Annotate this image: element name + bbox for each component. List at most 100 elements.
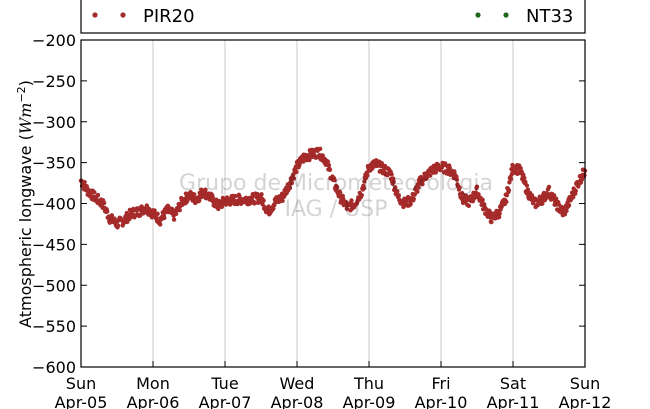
y-tick-label: −400 <box>32 195 76 214</box>
data-point <box>101 200 107 206</box>
y-axis-label-close: ) <box>16 80 35 86</box>
data-point <box>459 190 465 196</box>
x-tick-date: Apr-11 <box>487 393 540 409</box>
y-tick-label: −250 <box>32 72 76 91</box>
x-tick-date: Apr-07 <box>199 393 252 409</box>
data-point <box>518 166 523 171</box>
data-point <box>203 187 208 192</box>
x-tick-date: Apr-10 <box>415 393 468 409</box>
y-tick-label: −600 <box>32 358 76 377</box>
y-axis-label-exp: −2 <box>15 86 28 102</box>
y-axis-label-text: Atmospheric longwave ( <box>16 134 35 328</box>
data-point <box>326 162 332 168</box>
data-point <box>191 192 197 197</box>
data-point <box>362 179 367 184</box>
data-point <box>127 217 132 222</box>
x-tick-date: Apr-05 <box>55 393 108 409</box>
data-point <box>389 172 394 177</box>
legend-marker-nt33-2 <box>503 12 509 18</box>
data-point <box>109 213 115 218</box>
data-point <box>115 223 121 228</box>
data-point <box>504 199 509 205</box>
data-point <box>457 185 462 190</box>
data-point <box>349 198 354 203</box>
data-point <box>496 214 502 220</box>
data-point <box>499 204 504 209</box>
data-point <box>112 216 117 221</box>
data-point <box>327 167 333 173</box>
y-tick-label: −450 <box>32 235 76 254</box>
data-point <box>523 179 528 185</box>
data-point <box>287 185 292 191</box>
data-point <box>497 211 502 216</box>
data-point <box>261 198 266 203</box>
data-point <box>216 206 221 212</box>
legend-marker-pir20-1 <box>92 12 98 18</box>
x-tick-day: Sun <box>570 374 600 393</box>
data-point <box>391 179 396 184</box>
data-point <box>155 211 160 216</box>
y-tick-label: −300 <box>32 113 76 132</box>
data-point <box>294 169 299 175</box>
data-point <box>338 190 343 195</box>
y-axis-label-unit: Wm <box>16 103 35 135</box>
data-point <box>535 203 540 208</box>
data-point <box>177 208 182 213</box>
data-point <box>524 183 530 188</box>
data-point <box>210 194 215 200</box>
data-point <box>508 176 514 182</box>
y-tick-label: −350 <box>32 154 76 173</box>
data-point <box>395 189 400 194</box>
data-point <box>162 215 167 221</box>
x-tick-day: Tue <box>210 374 238 393</box>
x-tick-day: Mon <box>136 374 170 393</box>
data-point <box>154 215 159 221</box>
legend-marker-pir20-2 <box>120 12 126 18</box>
y-axis-label: Atmospheric longwave (Wm−2) <box>15 80 36 328</box>
data-point <box>466 203 471 209</box>
data-point <box>579 177 585 182</box>
x-tick-day: Thu <box>353 374 384 393</box>
x-tick-date: Apr-12 <box>559 393 612 409</box>
data-point <box>173 211 179 217</box>
data-point <box>411 196 416 202</box>
data-point <box>332 178 337 183</box>
legend-label-nt33: NT33 <box>526 6 573 27</box>
x-tick-date: Apr-08 <box>271 393 324 409</box>
data-points <box>78 146 588 230</box>
legend-box <box>80 0 586 34</box>
data-point <box>334 184 340 190</box>
data-point <box>554 196 559 201</box>
data-point <box>408 201 413 207</box>
data-point <box>317 146 323 152</box>
y-tick-label: −550 <box>32 317 76 336</box>
data-point <box>280 198 285 204</box>
data-point <box>365 173 370 178</box>
data-point <box>476 192 481 197</box>
legend-marker-nt33-1 <box>475 12 481 18</box>
data-point <box>325 159 331 164</box>
data-point <box>546 184 552 190</box>
data-point <box>522 175 527 181</box>
data-point <box>219 204 225 209</box>
y-axis: −200 −250 −300 −350 −400 −450 −500 −550 −600 <box>32 31 585 377</box>
data-point <box>566 203 572 208</box>
data-point <box>144 203 150 208</box>
data-point <box>564 208 569 214</box>
data-point <box>158 222 163 227</box>
data-point <box>540 201 545 206</box>
data-point <box>289 180 295 186</box>
x-tick-day: Sun <box>66 374 96 393</box>
data-point <box>412 192 417 197</box>
x-axis: SunApr-05MonApr-06TueApr-07WedApr-08ThuA… <box>55 361 612 409</box>
data-point <box>259 192 264 197</box>
data-point <box>480 197 485 202</box>
data-point <box>506 188 512 193</box>
data-point <box>521 172 526 177</box>
data-point <box>415 189 420 194</box>
data-point <box>197 198 202 203</box>
data-point <box>525 187 531 192</box>
data-point <box>489 219 494 225</box>
data-point <box>428 173 433 178</box>
